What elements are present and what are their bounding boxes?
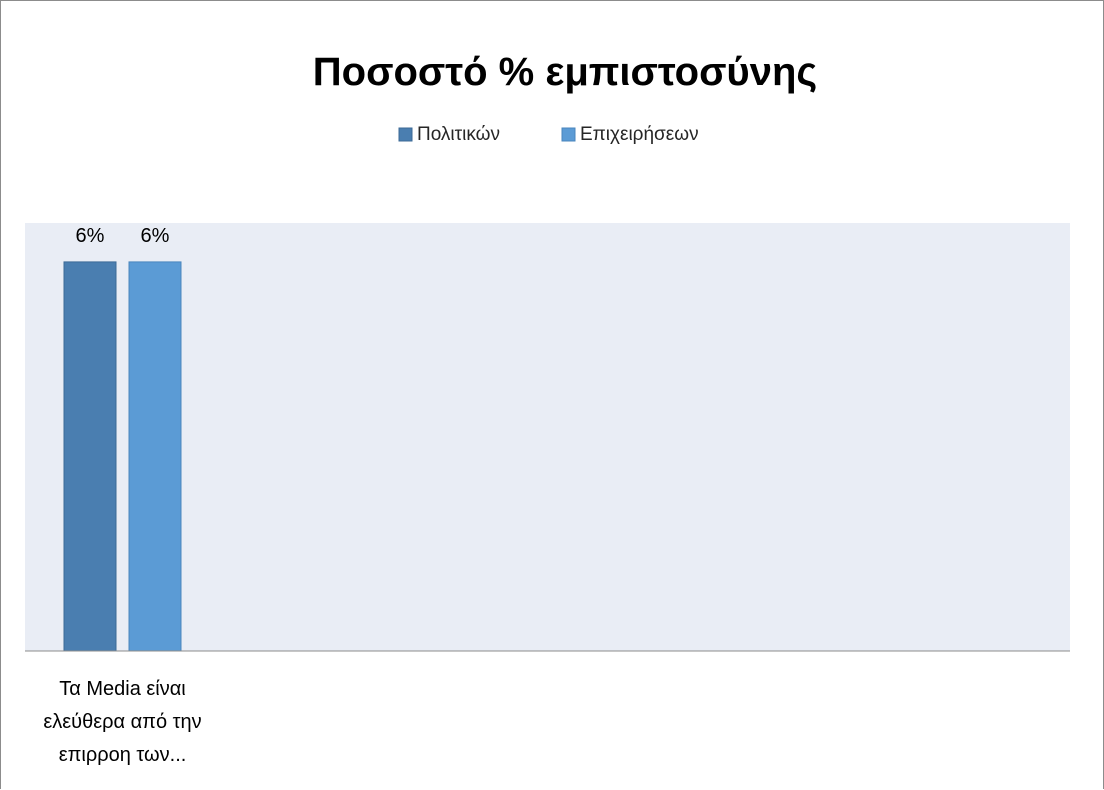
- bar-epixeiriseon: [128, 261, 182, 652]
- plot-area: [25, 223, 1070, 651]
- category-label: Τα Media είναι: [59, 678, 186, 700]
- bar-labels-layer: 6% 6%: [76, 225, 170, 247]
- legend: Πολιτικών Επιχειρήσεων: [398, 124, 699, 145]
- legend-label-politikon: Πολιτικών: [417, 124, 500, 145]
- chart-title: Ποσοστό % εμπιστοσύνης: [313, 50, 817, 94]
- bar-data-label: 6%: [141, 225, 170, 247]
- category-label: επιρροη των...: [59, 744, 187, 766]
- bars-layer: [63, 261, 182, 652]
- legend-swatch-epixeiriseon: [561, 127, 576, 142]
- category-labels-layer: Τα Media είναι ελεύθερα από την επιρροη τω…: [43, 678, 201, 766]
- legend-label-epixeiriseon: Επιχειρήσεων: [580, 124, 699, 145]
- legend-swatch-politikon: [398, 127, 413, 142]
- bar-data-label: 6%: [76, 225, 105, 247]
- bar-politikon: [63, 261, 117, 652]
- category-label: ελεύθερα από την: [43, 711, 201, 733]
